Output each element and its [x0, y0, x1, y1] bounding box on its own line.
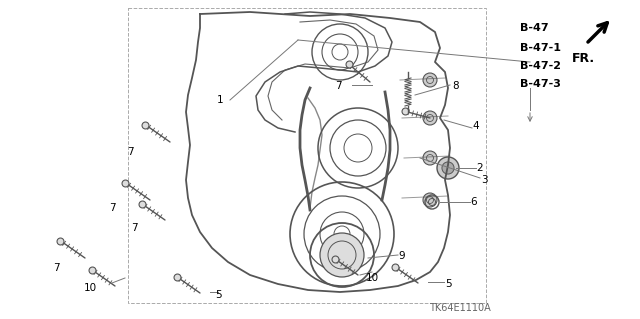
Text: 5: 5 [214, 290, 221, 300]
Text: 3: 3 [481, 175, 487, 185]
Text: 1: 1 [217, 95, 223, 105]
Text: 6: 6 [470, 197, 477, 207]
Circle shape [442, 162, 454, 174]
Circle shape [423, 73, 437, 87]
Text: 7: 7 [131, 223, 138, 233]
Text: 7: 7 [52, 263, 60, 273]
Text: TK64E1110A: TK64E1110A [429, 303, 491, 313]
Text: 7: 7 [335, 81, 341, 91]
Text: 10: 10 [83, 283, 97, 293]
Text: B-47: B-47 [520, 23, 548, 33]
Text: 8: 8 [452, 81, 460, 91]
Text: 7: 7 [127, 147, 133, 157]
Text: 2: 2 [477, 163, 483, 173]
Text: 5: 5 [445, 279, 451, 289]
Text: B-47-2: B-47-2 [520, 61, 561, 71]
Text: B-47-3: B-47-3 [520, 79, 561, 89]
Text: B-47-1: B-47-1 [520, 43, 561, 53]
Bar [128, 8, 486, 303]
Circle shape [423, 151, 437, 165]
Text: 7: 7 [109, 203, 115, 213]
Circle shape [320, 233, 364, 277]
Text: 4: 4 [473, 121, 479, 131]
Text: 10: 10 [365, 273, 379, 283]
Circle shape [437, 157, 459, 179]
Text: 9: 9 [399, 251, 405, 261]
Text: FR.: FR. [572, 52, 595, 65]
Circle shape [423, 111, 437, 125]
Circle shape [423, 193, 437, 207]
